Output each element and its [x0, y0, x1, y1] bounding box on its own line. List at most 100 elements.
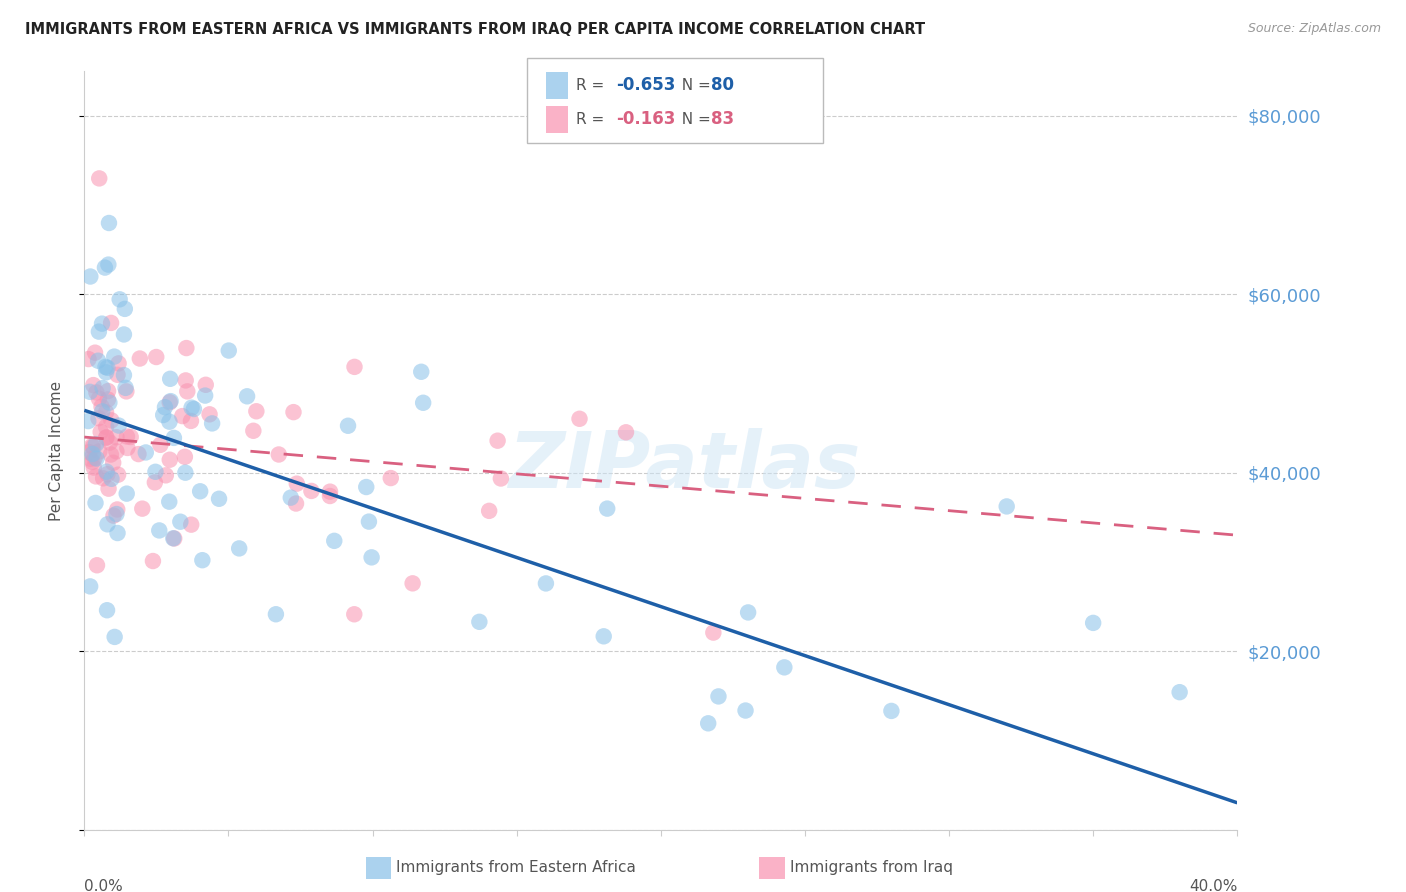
Point — [128, 351, 150, 366]
Point — [98, 216, 121, 230]
Point — [773, 660, 796, 674]
Point — [159, 372, 181, 386]
Point — [145, 465, 167, 479]
Point — [105, 502, 128, 516]
Point — [114, 381, 136, 395]
Point — [100, 413, 122, 427]
Point — [486, 434, 509, 448]
Point — [89, 444, 111, 458]
Point — [319, 489, 342, 503]
Point — [614, 425, 637, 440]
Text: R =: R = — [576, 112, 610, 127]
Point — [153, 401, 176, 415]
Point — [194, 388, 217, 402]
Point — [87, 325, 110, 339]
Point — [87, 353, 110, 368]
Point — [105, 507, 128, 521]
Point — [155, 468, 177, 483]
Point — [176, 384, 198, 399]
Point — [127, 447, 149, 461]
Point — [596, 501, 619, 516]
Point — [91, 317, 114, 331]
Point — [105, 444, 128, 458]
Point — [592, 629, 614, 643]
Point — [91, 404, 114, 418]
Point — [115, 429, 138, 443]
Point — [96, 603, 118, 617]
Point — [242, 424, 264, 438]
Point — [337, 418, 360, 433]
Text: N =: N = — [672, 78, 716, 93]
Point — [174, 466, 197, 480]
Point — [105, 430, 128, 444]
Point — [97, 258, 120, 272]
Point — [1168, 685, 1191, 699]
Point — [357, 515, 380, 529]
Point — [264, 607, 287, 622]
Point — [143, 475, 166, 490]
Point — [84, 496, 107, 510]
Point — [115, 384, 138, 399]
Y-axis label: Per Capita Income: Per Capita Income — [49, 380, 63, 521]
Point — [468, 615, 491, 629]
Text: 83: 83 — [711, 111, 734, 128]
Text: -0.653: -0.653 — [616, 76, 675, 95]
Text: Immigrants from Iraq: Immigrants from Iraq — [790, 861, 953, 875]
Point — [103, 350, 125, 364]
Point — [97, 392, 120, 407]
Point — [77, 414, 100, 428]
Point — [98, 395, 121, 409]
Point — [172, 409, 194, 423]
Point — [411, 365, 433, 379]
Point — [360, 550, 382, 565]
Point — [131, 501, 153, 516]
Point — [83, 450, 105, 465]
Point — [142, 554, 165, 568]
Point — [401, 576, 423, 591]
Point — [194, 377, 217, 392]
Point — [380, 471, 402, 485]
Point — [285, 496, 308, 510]
Point — [103, 456, 125, 470]
Text: Source: ZipAtlas.com: Source: ZipAtlas.com — [1247, 22, 1381, 36]
Point — [228, 541, 250, 556]
Point — [82, 440, 104, 454]
Point — [354, 480, 377, 494]
Point — [198, 407, 221, 421]
Point — [191, 553, 214, 567]
Point — [80, 439, 103, 453]
Point — [478, 504, 501, 518]
Point — [169, 515, 191, 529]
Point — [82, 455, 104, 469]
Point — [114, 301, 136, 316]
Point — [100, 316, 122, 330]
Point — [285, 476, 308, 491]
Point — [79, 269, 101, 284]
Point — [245, 404, 267, 418]
Point — [112, 327, 135, 342]
Point — [323, 533, 346, 548]
Point — [90, 400, 112, 414]
Point — [84, 345, 107, 359]
Point — [107, 356, 129, 370]
Point — [107, 418, 129, 433]
Point — [83, 460, 105, 475]
Point — [188, 484, 211, 499]
Point — [152, 408, 174, 422]
Point — [96, 517, 118, 532]
Point — [94, 260, 117, 275]
Point — [94, 405, 117, 419]
Point — [90, 425, 112, 439]
Point — [94, 420, 117, 434]
Point — [87, 411, 110, 425]
Point — [489, 471, 512, 485]
Text: -0.163: -0.163 — [616, 111, 675, 128]
Point — [117, 441, 139, 455]
Text: 0.0%: 0.0% — [84, 879, 124, 892]
Point — [84, 437, 107, 451]
Point — [283, 405, 305, 419]
Point — [107, 467, 129, 482]
Point — [112, 368, 135, 383]
Point — [162, 531, 184, 545]
Point — [145, 350, 167, 364]
